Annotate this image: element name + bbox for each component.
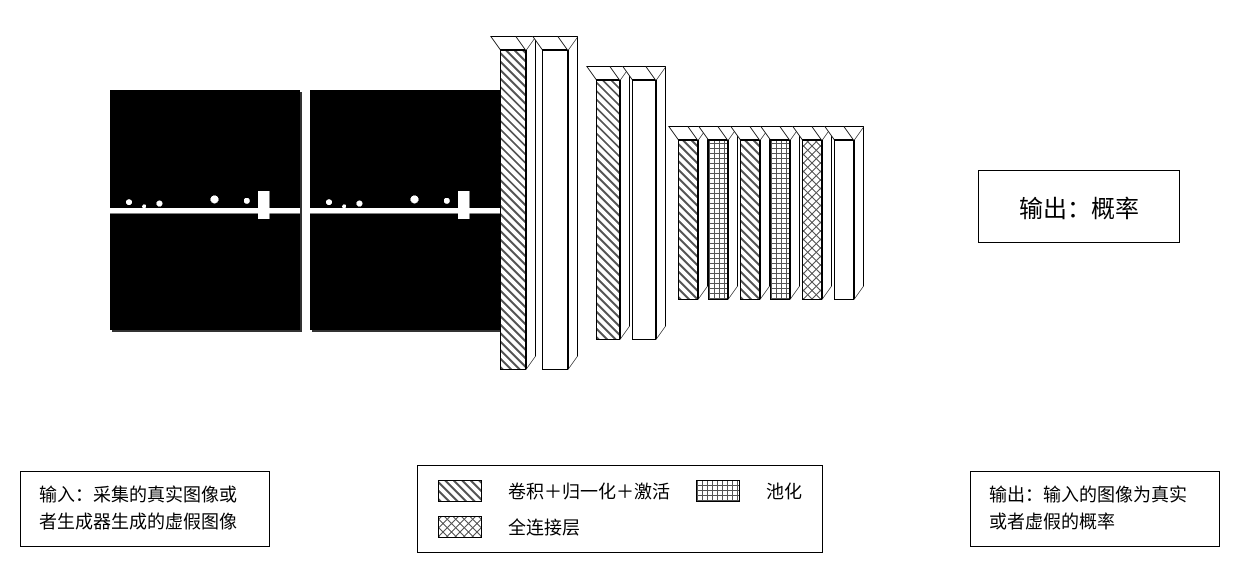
layer-4-conv — [678, 140, 698, 300]
layer-7-pool — [770, 140, 790, 300]
input-annotation: 输入：采集的真实图像或者生成器生成的虚假图像 — [20, 471, 270, 547]
output-box: 输出：概率 — [978, 170, 1180, 243]
network-layers — [500, 50, 920, 410]
diagram-area: 输出：概率 — [20, 20, 1220, 440]
layer-2-side — [620, 66, 630, 340]
legend-label-conv: 卷积＋归一化＋激活 — [508, 478, 670, 504]
legend-label-fc: 全连接层 — [508, 514, 670, 540]
output-text: 输出：概率 — [1019, 196, 1139, 223]
input-image-2 — [310, 90, 500, 330]
layer-6-conv — [740, 140, 760, 300]
layer-1-side — [568, 36, 578, 370]
output-annotation-text: 输出：输入的图像为真实或者虚假的概率 — [989, 485, 1187, 532]
layer-8-fc — [802, 140, 822, 300]
legend: 卷积＋归一化＋激活 池化 全连接层 — [417, 465, 823, 553]
legend-swatch-conv — [438, 480, 482, 502]
layer-5-side — [728, 126, 738, 300]
layer-2-conv — [596, 80, 620, 340]
layer-6-side — [760, 126, 770, 300]
layer-8-side — [822, 126, 832, 300]
layer-3-side — [656, 66, 666, 340]
layer-9-plain — [834, 140, 854, 300]
input-annotation-text: 输入：采集的真实图像或者生成器生成的虚假图像 — [39, 485, 237, 532]
layer-0-side — [526, 36, 536, 370]
layer-0-conv — [500, 50, 526, 370]
annotation-row: 输入：采集的真实图像或者生成器生成的虚假图像 卷积＋归一化＋激活 池化 全连接层… — [20, 465, 1220, 553]
layer-3-plain — [632, 80, 656, 340]
input-image-1 — [110, 90, 300, 330]
layer-5-pool — [708, 140, 728, 300]
legend-label-pool: 池化 — [766, 478, 802, 504]
layer-1-plain — [542, 50, 568, 370]
layer-7-side — [790, 126, 800, 300]
output-annotation: 输出：输入的图像为真实或者虚假的概率 — [970, 471, 1220, 547]
layer-4-side — [698, 126, 708, 300]
layer-9-side — [854, 126, 864, 300]
legend-swatch-pool — [696, 480, 740, 502]
legend-swatch-fc — [438, 516, 482, 538]
